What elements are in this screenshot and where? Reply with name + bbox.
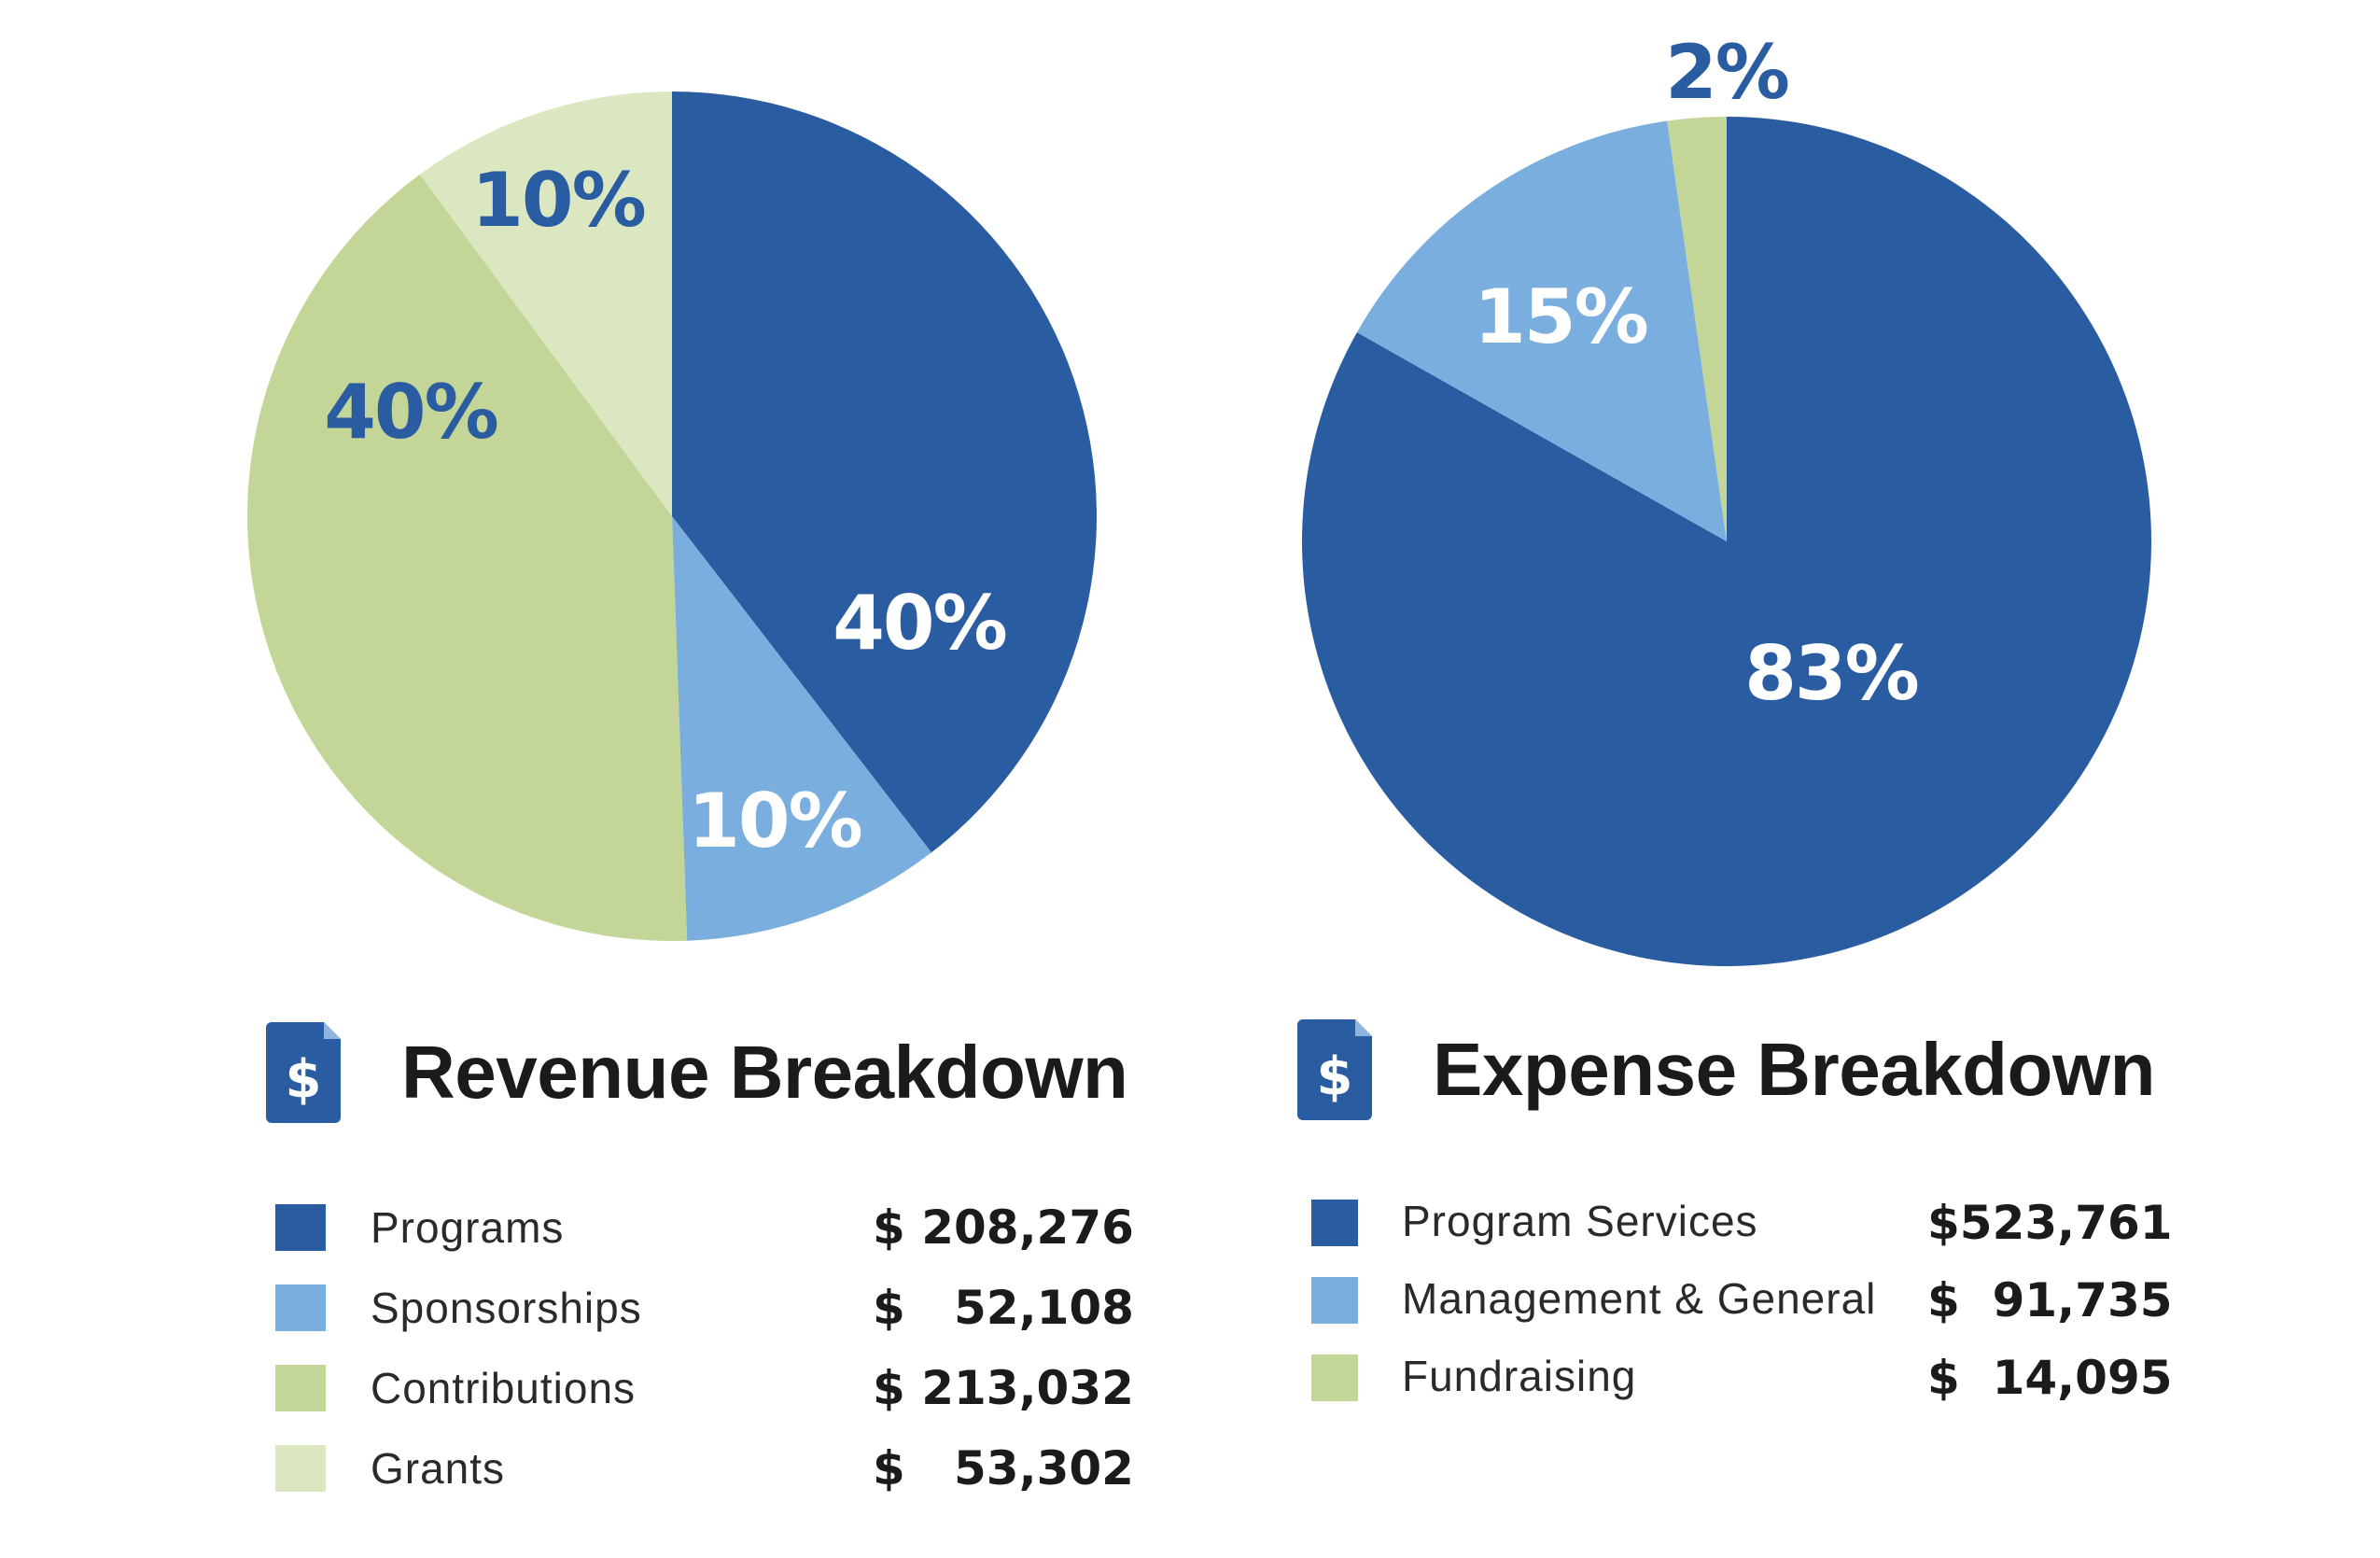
svg-text:$: $ <box>286 1049 322 1110</box>
pie-slice-grants <box>419 91 672 516</box>
legend-amount: $523,761 <box>1927 1196 2173 1250</box>
legend-swatch <box>1311 1354 1358 1401</box>
legend-amount: $ 14,095 <box>1927 1351 2173 1405</box>
legend-amount: $ 213,032 <box>873 1361 1134 1415</box>
slice-percent-label: 15% <box>1474 274 1646 360</box>
legend-swatch <box>1311 1277 1358 1324</box>
dollar-document-icon: $ <box>1297 1019 1372 1120</box>
pie-slice-management-general <box>1356 120 1727 541</box>
slice-percent-label: 10% <box>688 778 861 864</box>
legend-swatch <box>275 1204 326 1251</box>
pie-slice-contributions <box>247 174 688 942</box>
svg-text:$: $ <box>1317 1046 1353 1107</box>
legend-label: Management & General <box>1402 1274 1877 1323</box>
revenue-title: Revenue Breakdown <box>401 1031 1128 1114</box>
legend-label: Grants <box>371 1444 506 1493</box>
slice-percent-label: 10% <box>471 157 644 244</box>
legend-label: Fundraising <box>1402 1352 1637 1400</box>
legend-label: Sponsorships <box>371 1284 642 1332</box>
legend-label: Contributions <box>371 1364 637 1412</box>
slice-percent-label: 2% <box>1665 29 1788 116</box>
expense-title: Expense Breakdown <box>1433 1028 2156 1111</box>
legend-label: Programs <box>371 1203 565 1252</box>
revenue-heading: $ Revenue Breakdown <box>266 1022 1128 1123</box>
slice-percent-label: 40% <box>324 369 497 456</box>
legend-amount: $ 52,108 <box>873 1281 1134 1335</box>
legend-amount: $ 208,276 <box>873 1200 1134 1255</box>
pie-slice-fundraising <box>1667 117 1727 541</box>
legend-amount: $ 91,735 <box>1927 1273 2173 1327</box>
pie-slice-sponsorships <box>672 516 931 941</box>
slice-percent-label: 40% <box>833 580 1005 667</box>
legend-swatch <box>1311 1200 1358 1246</box>
slice-percent-label: 83% <box>1744 630 1917 717</box>
legend-swatch <box>275 1445 326 1492</box>
legend-amount: $ 53,302 <box>873 1441 1134 1495</box>
pie-slice-programs <box>672 91 1098 853</box>
expense-heading: $ Expense Breakdown <box>1297 1019 2156 1120</box>
dollar-document-icon: $ <box>266 1022 341 1123</box>
legend-swatch <box>275 1284 326 1331</box>
legend-label: Program Services <box>1402 1197 1758 1245</box>
legend-swatch <box>275 1365 326 1411</box>
